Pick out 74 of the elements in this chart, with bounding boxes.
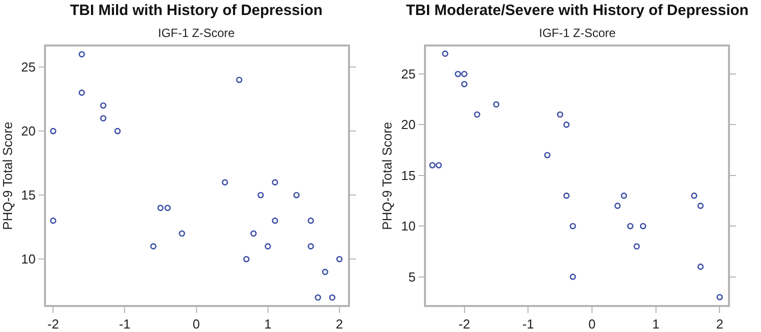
y-tick-label: 25 xyxy=(401,66,416,82)
y-tick-label: 10 xyxy=(401,218,416,234)
point xyxy=(50,218,56,224)
point xyxy=(570,274,576,280)
point xyxy=(100,115,106,122)
x-tick-label: -1 xyxy=(522,316,534,332)
x-tick-label: 2 xyxy=(336,316,344,332)
x-tick-label: -1 xyxy=(118,316,130,332)
point xyxy=(620,192,628,199)
point xyxy=(436,162,442,168)
point xyxy=(50,128,56,134)
point xyxy=(474,111,480,118)
y-tick-label: 20 xyxy=(21,124,36,139)
y-tick-label: 20 xyxy=(401,117,416,132)
point xyxy=(614,202,621,209)
point xyxy=(258,192,264,198)
chart-title: TBI Mild with History of Depression xyxy=(70,2,323,19)
x-axis-title: IGF-1 Z-Score xyxy=(158,26,235,40)
point xyxy=(336,256,343,262)
point xyxy=(570,222,576,230)
point xyxy=(100,102,106,109)
point xyxy=(640,222,646,230)
point xyxy=(627,222,634,230)
point xyxy=(157,204,164,212)
y-tick-label: 15 xyxy=(21,188,36,203)
y-axis-title: PHQ-9 Total Score xyxy=(380,122,395,230)
y-tick-label: 25 xyxy=(21,60,36,75)
point xyxy=(308,243,314,250)
point xyxy=(308,218,314,224)
point xyxy=(222,179,228,186)
point xyxy=(78,51,85,58)
point xyxy=(691,192,698,199)
point xyxy=(78,90,85,96)
point xyxy=(461,80,468,88)
point xyxy=(243,256,250,262)
point xyxy=(272,218,278,224)
point xyxy=(493,101,500,108)
point xyxy=(329,294,336,301)
x-tick-label: -2 xyxy=(47,316,59,332)
point xyxy=(454,70,462,78)
y-tick-label: 5 xyxy=(408,269,416,284)
point xyxy=(556,111,564,118)
point xyxy=(314,294,322,301)
y-axis-title: PHQ-9 Total Score xyxy=(0,122,15,230)
x-tick-label: 1 xyxy=(264,316,272,332)
point xyxy=(697,264,704,270)
x-tick-label: 1 xyxy=(652,316,660,332)
point xyxy=(461,70,468,78)
point xyxy=(429,162,436,168)
x-tick-label: 0 xyxy=(588,316,596,332)
point xyxy=(164,204,171,212)
point xyxy=(544,152,550,158)
point xyxy=(250,230,257,237)
point xyxy=(563,192,570,199)
point xyxy=(114,128,121,134)
point xyxy=(236,76,242,84)
point xyxy=(563,122,570,128)
x-tick-label: 0 xyxy=(192,316,200,332)
y-tick-label: 15 xyxy=(401,168,416,183)
y-tick-label: 10 xyxy=(21,252,36,267)
x-tick-label: -2 xyxy=(458,316,470,332)
point xyxy=(293,192,300,198)
point xyxy=(634,243,640,250)
point xyxy=(150,243,156,250)
point xyxy=(178,230,186,237)
x-axis-title: IGF-1 Z-Score xyxy=(539,26,616,40)
chart-title: TBI Moderate/Severe with History of Depression xyxy=(406,2,749,19)
point xyxy=(264,243,271,250)
point xyxy=(697,202,704,209)
x-tick-label: 2 xyxy=(716,316,724,332)
point xyxy=(716,294,723,300)
point xyxy=(442,50,448,57)
point xyxy=(272,179,278,186)
point xyxy=(322,268,328,276)
